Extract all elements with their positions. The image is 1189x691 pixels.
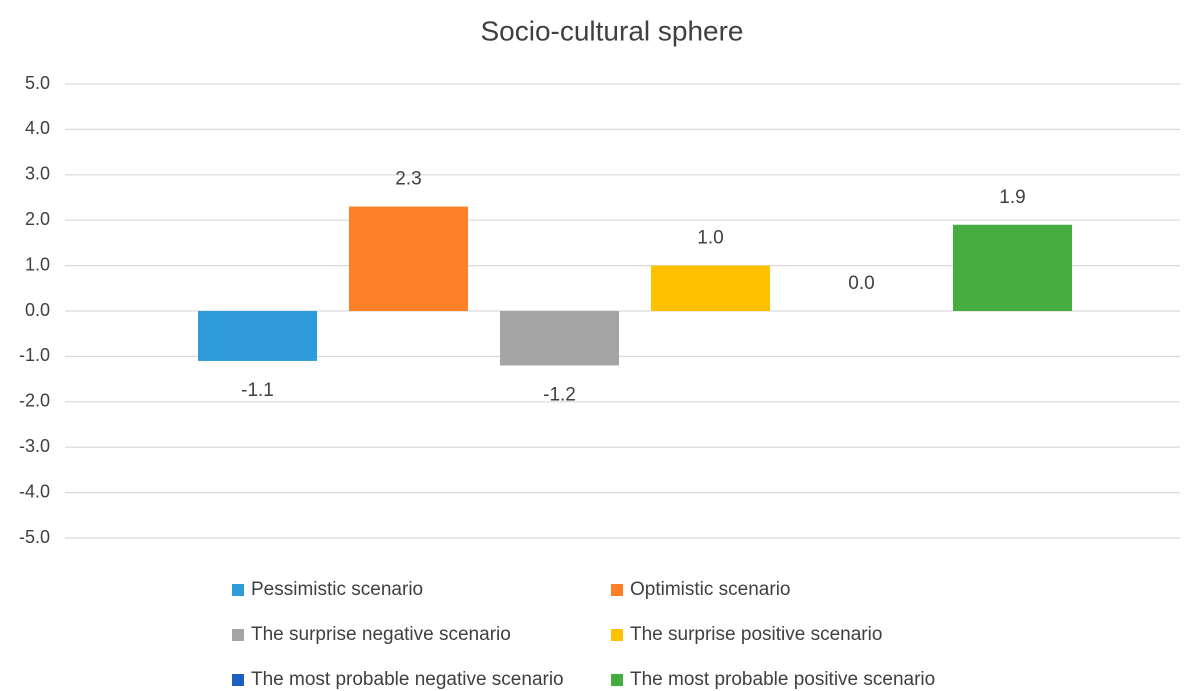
bar <box>953 224 1072 311</box>
y-tick-label: -5.0 <box>19 527 50 547</box>
data-label: -1.2 <box>543 384 576 405</box>
y-tick-label: 0.0 <box>25 300 50 320</box>
legend-swatch <box>232 629 244 641</box>
legend-label: The most probable positive scenario <box>630 669 935 690</box>
legend-label: The most probable negative scenario <box>251 669 564 690</box>
legend-swatch <box>232 584 244 596</box>
y-tick-label: 2.0 <box>25 209 50 229</box>
bar <box>349 206 468 311</box>
legend-label: The surprise positive scenario <box>630 624 882 645</box>
y-tick-label: -2.0 <box>19 391 50 411</box>
legend-swatch <box>232 674 244 686</box>
bar <box>198 311 317 361</box>
legend-swatch <box>611 629 623 641</box>
legend-label: Optimistic scenario <box>630 579 791 600</box>
legend-swatch <box>611 674 623 686</box>
data-label: 1.9 <box>999 187 1025 208</box>
data-label: 1.0 <box>697 228 723 249</box>
bar <box>651 265 770 311</box>
legend-label: The surprise negative scenario <box>251 624 511 645</box>
chart-title: Socio-cultural sphere <box>480 15 743 46</box>
legend-label: Pessimistic scenario <box>251 579 423 600</box>
legend-swatch <box>611 584 623 596</box>
y-tick-label: -3.0 <box>19 436 50 456</box>
y-tick-label: 4.0 <box>25 118 50 138</box>
y-tick-label: 5.0 <box>25 73 50 93</box>
y-tick-label: 3.0 <box>25 164 50 184</box>
data-label: 2.3 <box>395 169 421 190</box>
y-tick-label: -1.0 <box>19 345 50 365</box>
y-tick-label: -4.0 <box>19 481 50 501</box>
data-label: -1.1 <box>241 380 274 401</box>
bar <box>500 311 619 366</box>
data-label: 0.0 <box>848 273 874 294</box>
y-tick-label: 1.0 <box>25 254 50 274</box>
